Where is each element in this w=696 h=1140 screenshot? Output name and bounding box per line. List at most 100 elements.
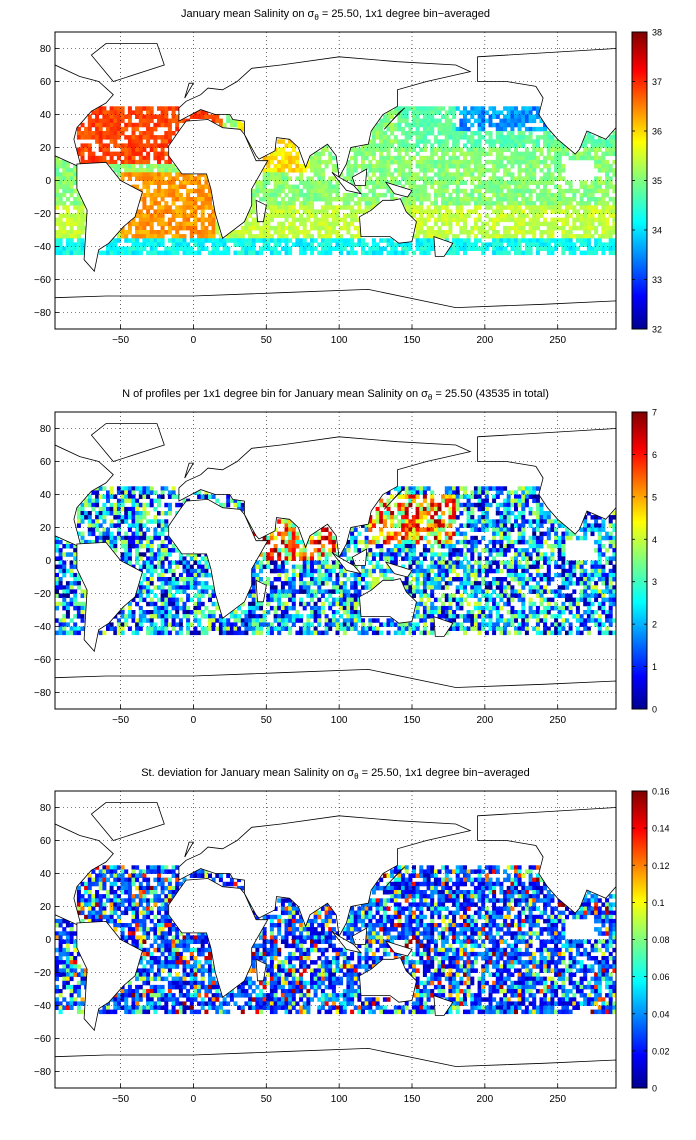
- data-cell: [568, 535, 573, 541]
- data-cell: [269, 238, 274, 243]
- data-cell: [546, 234, 551, 239]
- data-cell: [401, 184, 406, 190]
- data-cell: [259, 184, 263, 190]
- data-cell: [149, 498, 154, 504]
- data-cell: [197, 242, 202, 247]
- data-cell: [164, 581, 169, 586]
- data-cell: [339, 585, 344, 590]
- data-cell: [612, 564, 616, 570]
- data-cell: [605, 585, 610, 590]
- data-cell: [160, 581, 165, 586]
- data-cell: [419, 176, 424, 181]
- data-cell: [390, 122, 395, 128]
- data-cell: [157, 234, 161, 239]
- data-cell: [463, 221, 467, 227]
- data-cell: [408, 535, 413, 541]
- data-cell: [138, 527, 143, 532]
- data-cell: [331, 585, 336, 590]
- data-cell: [528, 585, 533, 590]
- x-tick-label: 0: [191, 335, 197, 346]
- data-cell: [299, 581, 304, 586]
- data-cell: [135, 589, 140, 594]
- data-cell: [430, 168, 435, 173]
- data-cell: [146, 486, 151, 491]
- data-cell: [353, 155, 358, 161]
- data-cell: [510, 209, 515, 214]
- data-cell: [444, 544, 449, 549]
- data-cell: [546, 230, 551, 235]
- data-cell: [521, 515, 526, 520]
- data-cell: [433, 188, 438, 194]
- data-cell: [382, 164, 387, 169]
- data-cell: [157, 192, 161, 198]
- data-cell: [146, 511, 151, 516]
- data-cell: [575, 209, 580, 214]
- data-cell: [135, 139, 140, 144]
- data-cell: [160, 589, 165, 594]
- data-cell: [459, 494, 464, 499]
- data-cell: [481, 126, 486, 132]
- data-cell: [481, 122, 486, 128]
- data-cell: [470, 544, 475, 549]
- data-cell: [517, 168, 522, 173]
- data-cell: [182, 564, 187, 570]
- data-cell: [561, 531, 566, 537]
- data-cell: [514, 209, 518, 214]
- data-cell: [521, 197, 526, 202]
- data-cell: [448, 246, 453, 251]
- data-cell: [415, 110, 420, 115]
- data-cell: [426, 523, 431, 528]
- data-cell: [463, 155, 467, 161]
- data-cell: [532, 143, 537, 148]
- data-cell: [433, 527, 438, 532]
- data-cell: [397, 519, 402, 524]
- data-cell: [116, 135, 121, 140]
- data-cell: [146, 221, 151, 227]
- data-cell: [495, 519, 500, 524]
- data-cell: [277, 230, 282, 235]
- data-cell: [557, 172, 562, 177]
- data-cell: [266, 192, 271, 198]
- data-cell: [342, 585, 347, 590]
- data-cell: [535, 114, 540, 119]
- data-cell: [237, 118, 242, 124]
- data-cell: [488, 581, 493, 586]
- data-cell: [350, 242, 355, 247]
- data-cell: [539, 213, 544, 218]
- data-cell: [590, 523, 595, 528]
- data-cell: [255, 188, 260, 194]
- data-cell: [524, 151, 529, 157]
- data-cell: [481, 234, 486, 239]
- data-cell: [95, 139, 100, 144]
- data-cell: [135, 168, 140, 173]
- data-cell: [477, 560, 482, 565]
- data-cell: [131, 502, 136, 508]
- data-cell: [393, 122, 398, 128]
- data-cell: [368, 560, 373, 565]
- data-cell: [521, 552, 526, 557]
- data-cell: [73, 180, 78, 185]
- data-cell: [109, 242, 114, 247]
- data-cell: [499, 527, 504, 532]
- data-cell: [331, 155, 336, 161]
- data-cell: [459, 122, 464, 128]
- data-cell: [612, 225, 616, 231]
- data-cell: [310, 560, 314, 565]
- data-cell: [120, 151, 125, 157]
- data-cell: [91, 527, 96, 532]
- data-cell: [233, 118, 238, 124]
- data-cell: [339, 572, 344, 578]
- data-cell: [135, 511, 140, 516]
- data-cell: [422, 106, 427, 111]
- data-cell: [73, 556, 78, 561]
- data-cell: [69, 230, 74, 235]
- data-cell: [120, 539, 125, 545]
- data-cell: [488, 486, 493, 491]
- data-cell: [371, 151, 376, 157]
- data-cell: [350, 168, 355, 173]
- data-cell: [350, 250, 355, 256]
- data-cell: [248, 238, 253, 243]
- data-cell: [510, 217, 515, 223]
- data-cell: [583, 151, 588, 157]
- data-cell: [477, 106, 482, 111]
